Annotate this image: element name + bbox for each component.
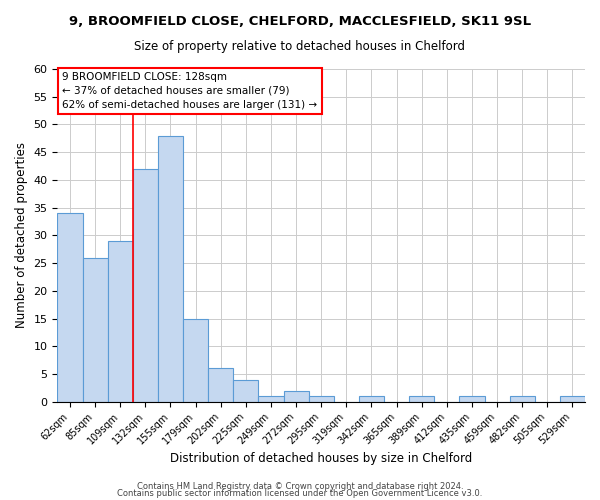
Bar	[560, 396, 585, 402]
Bar	[107, 241, 133, 402]
Bar	[133, 169, 158, 402]
Y-axis label: Number of detached properties: Number of detached properties	[15, 142, 28, 328]
Text: Contains public sector information licensed under the Open Government Licence v3: Contains public sector information licen…	[118, 489, 482, 498]
Bar	[183, 318, 208, 402]
Bar	[259, 396, 284, 402]
Bar	[284, 390, 308, 402]
Bar	[308, 396, 334, 402]
Bar	[233, 380, 259, 402]
Text: Size of property relative to detached houses in Chelford: Size of property relative to detached ho…	[134, 40, 466, 53]
Bar	[460, 396, 485, 402]
Bar	[158, 136, 183, 402]
Bar	[83, 258, 107, 402]
Bar	[359, 396, 384, 402]
Bar	[208, 368, 233, 402]
Bar	[509, 396, 535, 402]
Text: Contains HM Land Registry data © Crown copyright and database right 2024.: Contains HM Land Registry data © Crown c…	[137, 482, 463, 491]
Text: 9 BROOMFIELD CLOSE: 128sqm
← 37% of detached houses are smaller (79)
62% of semi: 9 BROOMFIELD CLOSE: 128sqm ← 37% of deta…	[62, 72, 317, 110]
Text: 9, BROOMFIELD CLOSE, CHELFORD, MACCLESFIELD, SK11 9SL: 9, BROOMFIELD CLOSE, CHELFORD, MACCLESFI…	[69, 15, 531, 28]
Bar	[409, 396, 434, 402]
Bar	[58, 213, 83, 402]
X-axis label: Distribution of detached houses by size in Chelford: Distribution of detached houses by size …	[170, 452, 472, 465]
